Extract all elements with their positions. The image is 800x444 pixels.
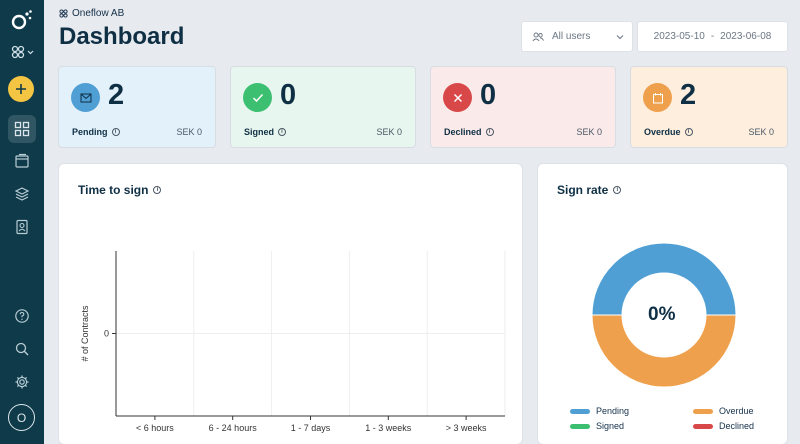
info-icon[interactable]: i xyxy=(684,128,693,136)
x-tick-label: < 6 hours xyxy=(136,423,174,433)
create-button[interactable] xyxy=(8,76,34,102)
workspace-icon xyxy=(59,9,68,18)
time-to-sign-title: Time to sign xyxy=(78,183,149,197)
address-book-icon xyxy=(16,219,28,235)
sign-rate-center-value: 0% xyxy=(648,304,676,325)
sidebar-item-dashboard[interactable] xyxy=(8,115,36,143)
pending-label: Pending xyxy=(72,127,108,137)
calendar-icon xyxy=(652,92,663,103)
sidebar-item-settings[interactable] xyxy=(8,368,36,396)
overdue-label-row: Overdue i xyxy=(644,127,693,137)
stat-card-declined[interactable]: 0 Declined i SEK 0 xyxy=(430,66,616,148)
sidebar-item-contacts[interactable] xyxy=(8,213,36,241)
date-to[interactable]: 2023-06-08 xyxy=(720,31,772,42)
info-icon[interactable]: i xyxy=(111,128,120,136)
workspace-label: Oneflow AB xyxy=(72,8,125,19)
legend-item-overdue: Overdue xyxy=(693,406,754,416)
stat-card-pending[interactable]: 2 Pending i SEK 0 xyxy=(58,66,216,148)
oneflow-logo-icon[interactable] xyxy=(8,6,36,34)
overdue-count: 2 xyxy=(680,79,697,111)
help-icon xyxy=(15,309,29,323)
legend-item-signed: Signed xyxy=(570,421,624,431)
sidebar-item-documents[interactable] xyxy=(8,147,36,175)
legend-label: Signed xyxy=(596,421,625,431)
info-icon[interactable]: i xyxy=(613,186,622,194)
sidebar-item-help[interactable] xyxy=(8,302,36,330)
donut-slice-pending[interactable] xyxy=(591,242,737,316)
signed-amount: SEK 0 xyxy=(376,127,402,137)
users-icon xyxy=(532,32,544,41)
sidebar: O xyxy=(0,0,44,444)
x-tick-label: 6 - 24 hours xyxy=(209,423,258,433)
donut-slice-overdue[interactable] xyxy=(591,314,737,388)
plus-icon xyxy=(16,84,26,94)
x-tick-label: 1 - 7 days xyxy=(291,423,331,433)
declined-count: 0 xyxy=(480,79,497,111)
signed-badge xyxy=(243,83,272,112)
search-icon xyxy=(15,342,29,356)
layers-icon xyxy=(14,187,30,201)
time-to-sign-chart: 0 # of Contracts < 6 hours 6 - 24 hours 1 - … xyxy=(80,251,506,433)
overdue-badge xyxy=(643,83,672,112)
declined-amount: SEK 0 xyxy=(576,127,602,137)
user-filter-select[interactable]: All users xyxy=(521,21,633,52)
sign-rate-title: Sign rate xyxy=(557,183,609,197)
sidebar-item-search[interactable] xyxy=(8,335,36,363)
folder-icon xyxy=(15,153,29,168)
overdue-label: Overdue xyxy=(644,127,681,137)
stat-card-signed[interactable]: 0 Signed i SEK 0 xyxy=(230,66,416,148)
gear-icon xyxy=(15,375,29,389)
pending-label-row: Pending i xyxy=(72,127,120,137)
x-tick-label: 1 - 3 weeks xyxy=(365,423,412,433)
sign-rate-donut xyxy=(591,242,737,388)
date-from[interactable]: 2023-05-10 xyxy=(653,31,705,42)
legend-label: Pending xyxy=(596,406,630,416)
workspace-name[interactable]: Oneflow AB xyxy=(59,8,124,19)
pending-badge xyxy=(71,83,100,112)
workspace-switcher-icon[interactable] xyxy=(8,38,38,66)
x-tick-label: > 3 weeks xyxy=(446,423,487,433)
signed-label-row: Signed i xyxy=(244,127,287,137)
info-icon[interactable]: i xyxy=(153,186,162,194)
legend-item-declined: Declined xyxy=(693,421,754,431)
stat-card-overdue[interactable]: 2 Overdue i SEK 0 xyxy=(630,66,788,148)
date-separator: - xyxy=(710,31,715,42)
pending-amount: SEK 0 xyxy=(176,127,202,137)
dashboard-icon xyxy=(14,121,30,137)
info-icon[interactable]: i xyxy=(278,128,287,136)
sign-rate-title-row: Sign rate i xyxy=(557,183,622,197)
y-tick-label: 0 xyxy=(104,329,109,339)
time-to-sign-title-row: Time to sign i xyxy=(78,183,162,197)
info-icon[interactable]: i xyxy=(485,128,494,136)
pending-count: 2 xyxy=(108,79,125,111)
sign-rate-panel: Sign rate i 0% Pending Overdue Signed De… xyxy=(537,163,788,444)
declined-label: Declined xyxy=(444,127,482,137)
y-axis-label: # of Contracts xyxy=(80,305,90,362)
chevron-down-icon xyxy=(616,34,624,39)
envelope-icon xyxy=(80,93,91,102)
sidebar-item-templates[interactable] xyxy=(8,180,36,208)
signed-count: 0 xyxy=(280,79,297,111)
checkmark-icon xyxy=(252,93,263,102)
close-icon xyxy=(453,93,462,102)
signed-label: Signed xyxy=(244,127,275,137)
page-title: Dashboard xyxy=(59,23,185,50)
user-avatar[interactable]: O xyxy=(8,404,35,431)
user-filter-value: All users xyxy=(552,31,591,42)
date-range-picker[interactable]: 2023-05-10 - 2023-06-08 xyxy=(637,21,788,52)
legend-item-pending: Pending xyxy=(570,406,629,416)
declined-label-row: Declined i xyxy=(444,127,494,137)
overdue-amount: SEK 0 xyxy=(748,127,774,137)
declined-badge xyxy=(443,83,472,112)
legend-label: Declined xyxy=(719,421,755,431)
legend-label: Overdue xyxy=(719,406,754,416)
time-to-sign-panel: Time to sign i 0 # of Contracts < 6 hours 6… xyxy=(58,163,523,444)
